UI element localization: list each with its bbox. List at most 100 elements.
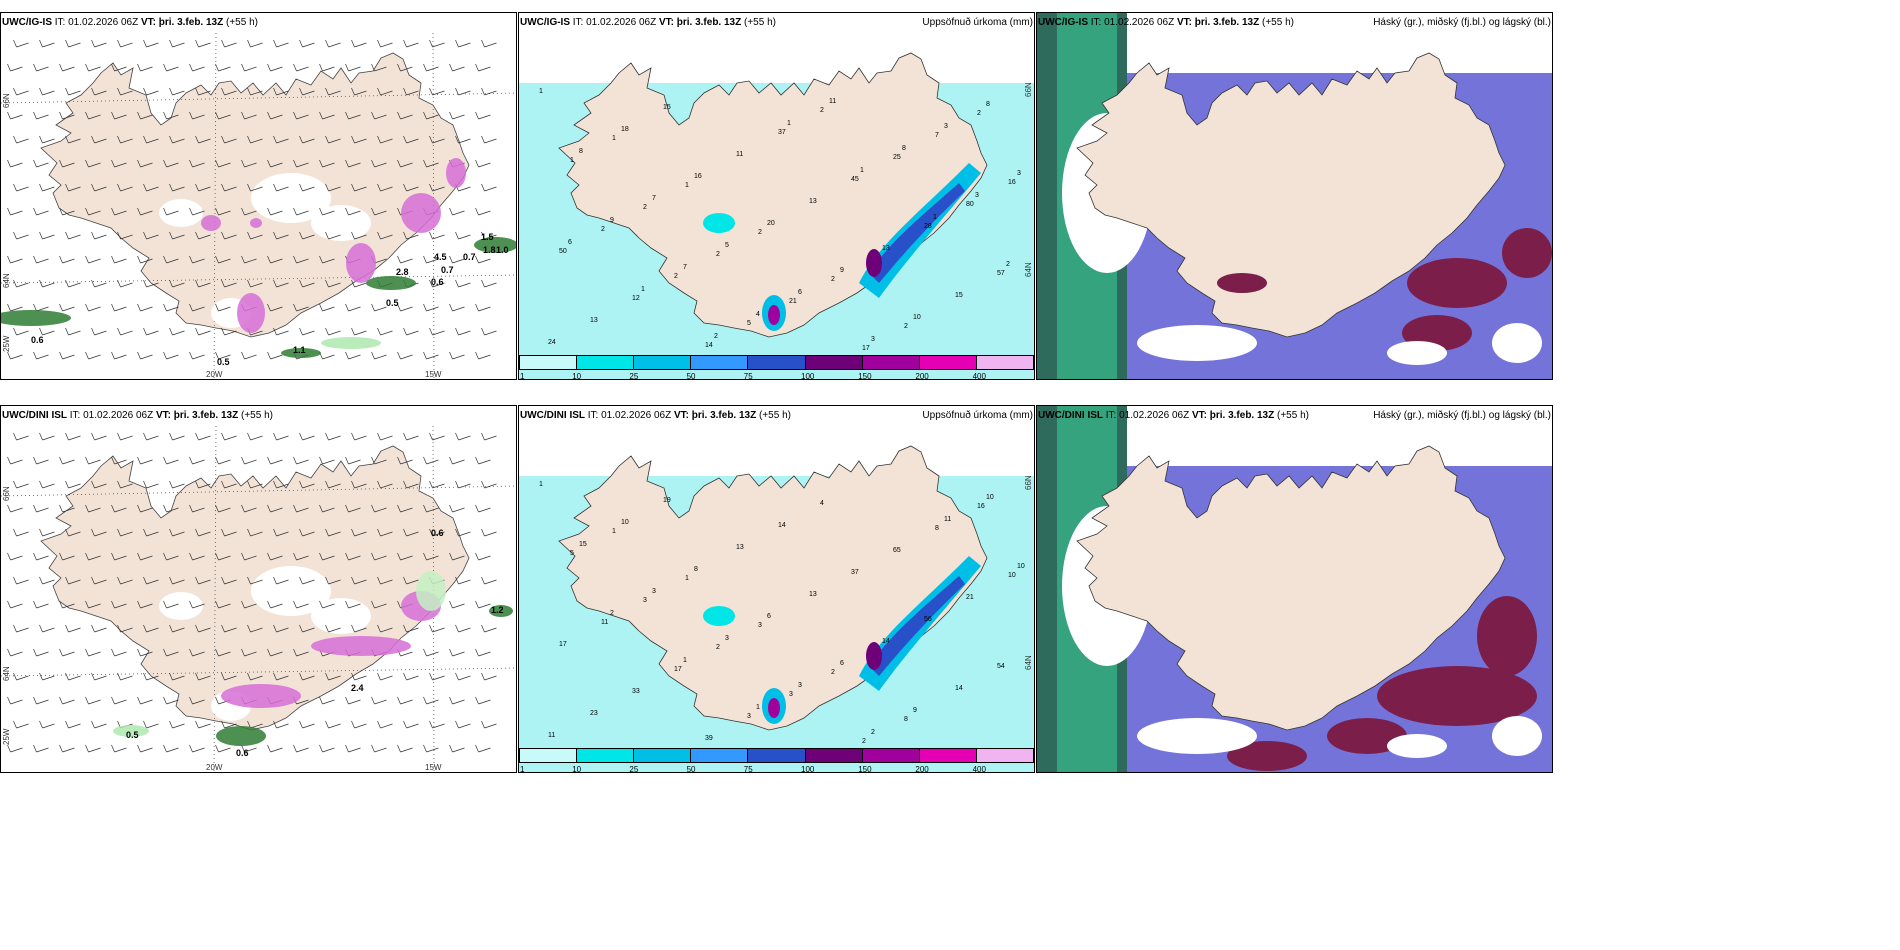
- glacier-patch: [159, 199, 203, 227]
- wind-barb: [423, 351, 439, 360]
- wind-barb: [449, 600, 465, 609]
- wind-barb: [137, 63, 153, 72]
- colorbar-label: 75: [743, 765, 753, 774]
- wind-value-label: 1.1: [293, 345, 306, 355]
- wind-barb: [65, 480, 81, 489]
- wind-barb: [325, 624, 341, 633]
- wind-barb: [39, 624, 55, 633]
- colorbar-label: 10: [572, 765, 582, 774]
- wind-barb: [33, 255, 49, 264]
- wind-barb: [319, 255, 335, 264]
- wind-barb: [65, 432, 81, 441]
- precip-blob: [250, 218, 262, 228]
- wind-barb: [475, 255, 491, 264]
- wind-barb: [143, 432, 159, 441]
- wind-barb: [39, 720, 55, 729]
- wind-barb: [33, 303, 49, 312]
- wind-barb: [189, 456, 205, 465]
- wind-barb: [351, 720, 367, 729]
- precip-value-label: 45: [851, 176, 859, 183]
- wind-barb: [111, 600, 127, 609]
- wind-barb: [423, 63, 439, 72]
- wind-barb: [403, 135, 419, 144]
- wind-barb: [241, 600, 257, 609]
- wind-barb: [345, 303, 361, 312]
- colorbar-segment: [862, 356, 920, 369]
- wind-barb: [325, 87, 341, 96]
- wind-barb: [143, 279, 159, 288]
- precip-blob: [216, 726, 266, 746]
- wind-barb: [65, 624, 81, 633]
- wind-barb: [429, 135, 445, 144]
- wind-barb: [39, 135, 55, 144]
- wind-barb: [475, 351, 491, 360]
- precip-value-label: 14: [955, 685, 963, 692]
- wind-value-label: 0.5: [386, 298, 399, 308]
- precip-blob: [237, 293, 265, 333]
- wind-barb: [345, 552, 361, 561]
- precip-value-label: 1: [612, 528, 616, 535]
- wind-barb: [111, 648, 127, 657]
- wind-barb: [267, 456, 283, 465]
- precip-value-label: 12: [632, 295, 640, 302]
- wind-barb: [351, 183, 367, 192]
- wind-barb: [215, 744, 231, 753]
- wind-barb: [299, 87, 315, 96]
- wind-barb: [65, 720, 81, 729]
- wind-barb: [91, 720, 107, 729]
- precip-value-label: 1: [539, 88, 543, 95]
- precip-value-label: 80: [966, 201, 974, 208]
- precip-value-label: 39: [705, 735, 713, 742]
- wind-barb: [65, 39, 81, 48]
- wind-barb: [117, 528, 133, 537]
- precip-value-label: 3: [975, 192, 979, 199]
- wind-barb: [299, 39, 315, 48]
- wind-barb: [59, 504, 75, 513]
- wind-barb: [449, 504, 465, 513]
- mid-cloud-area: [1327, 718, 1407, 754]
- map-canvas: 1113281653232810111734652117333914375654…: [519, 406, 1034, 772]
- wind-barb: [475, 648, 491, 657]
- precip-value-label: 10: [1017, 563, 1025, 570]
- colorbar-label: 25: [629, 372, 639, 381]
- wind-barb: [215, 552, 231, 561]
- precip-value-label: 24: [548, 339, 556, 346]
- wind-barb: [475, 303, 491, 312]
- colorbar-label: 100: [801, 765, 815, 774]
- precip-max: [866, 249, 882, 277]
- wind-barb: [319, 63, 335, 72]
- wind-barb: [475, 456, 491, 465]
- wind-barb: [7, 552, 23, 561]
- wind-barb: [85, 600, 101, 609]
- precip-value-label: 1: [539, 481, 543, 488]
- wind-barb: [449, 207, 465, 216]
- wind-barb: [293, 600, 309, 609]
- wind-barb: [169, 183, 185, 192]
- wind-barb: [33, 159, 49, 168]
- wind-barb: [423, 456, 439, 465]
- wind-barb: [111, 111, 127, 120]
- wind-barb: [111, 696, 127, 705]
- wind-barb: [325, 39, 341, 48]
- precip-value-label: 3: [871, 336, 875, 343]
- wind-barb: [273, 327, 289, 336]
- wind-barb: [91, 87, 107, 96]
- wind-barb: [293, 111, 309, 120]
- precip-max: [866, 642, 882, 670]
- wind-barb: [195, 672, 211, 681]
- precip-value-label: 2: [716, 644, 720, 651]
- wind-barb: [247, 231, 263, 240]
- iceland-land: [1076, 52, 1506, 338]
- wind-barb: [189, 552, 205, 561]
- wind-barb: [241, 456, 257, 465]
- wind-barb: [221, 576, 237, 585]
- precip-band: [703, 213, 735, 233]
- wind-barb: [169, 279, 185, 288]
- wind-barb: [429, 231, 445, 240]
- wind-barb: [319, 504, 335, 513]
- wind-barb: [325, 327, 341, 336]
- wind-map-panel-bottom: 0.5 0.6 1.2 0.6 2.4: [0, 405, 517, 773]
- wind-barb: [137, 207, 153, 216]
- wind-barb: [189, 600, 205, 609]
- wind-barb: [423, 303, 439, 312]
